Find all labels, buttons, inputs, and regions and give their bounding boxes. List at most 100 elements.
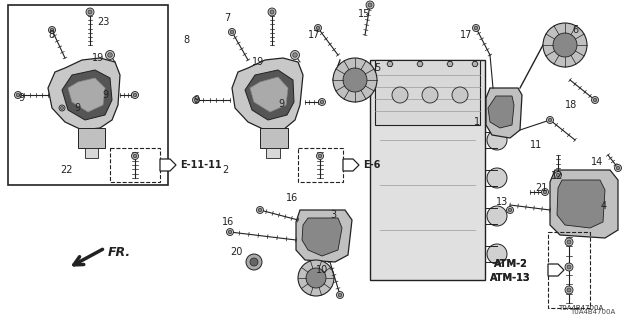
Circle shape (318, 154, 322, 158)
Text: 16: 16 (222, 217, 234, 227)
Polygon shape (160, 159, 176, 171)
Circle shape (487, 244, 507, 264)
Circle shape (16, 93, 20, 97)
Text: 7: 7 (224, 13, 230, 23)
Polygon shape (250, 77, 288, 112)
Text: ATM-13: ATM-13 (490, 273, 531, 283)
Circle shape (565, 238, 573, 246)
Circle shape (314, 25, 321, 31)
Text: 17: 17 (460, 30, 472, 40)
Text: T0A4B4700A: T0A4B4700A (558, 305, 604, 311)
Circle shape (543, 23, 587, 67)
Polygon shape (48, 58, 120, 130)
Circle shape (337, 292, 344, 299)
Circle shape (106, 51, 115, 60)
Circle shape (556, 173, 560, 177)
Polygon shape (447, 61, 453, 67)
Polygon shape (370, 60, 485, 280)
Text: 8: 8 (48, 30, 54, 40)
Text: 20: 20 (230, 247, 243, 257)
Circle shape (487, 168, 507, 188)
Text: 23: 23 (97, 17, 109, 27)
Circle shape (228, 28, 236, 36)
Circle shape (49, 27, 56, 34)
Circle shape (616, 166, 620, 170)
Circle shape (366, 1, 374, 9)
Polygon shape (266, 148, 280, 158)
Circle shape (250, 258, 258, 266)
Circle shape (291, 51, 300, 60)
Circle shape (51, 28, 54, 32)
Polygon shape (245, 70, 294, 120)
Text: 10: 10 (316, 265, 328, 275)
Polygon shape (417, 61, 423, 67)
Text: 16: 16 (286, 193, 298, 203)
Polygon shape (486, 88, 522, 138)
Circle shape (541, 188, 548, 196)
Text: FR.: FR. (108, 246, 131, 260)
Circle shape (487, 130, 507, 150)
Text: 12: 12 (551, 171, 563, 181)
Circle shape (257, 206, 264, 213)
Polygon shape (85, 148, 98, 158)
Circle shape (452, 87, 468, 103)
Circle shape (422, 87, 438, 103)
Polygon shape (488, 96, 514, 128)
Bar (110, 148, 160, 182)
Text: 13: 13 (496, 197, 508, 207)
Text: ATM-2: ATM-2 (494, 259, 528, 269)
Text: T0A4B4700A: T0A4B4700A (570, 309, 615, 315)
Text: 8: 8 (183, 35, 189, 45)
Circle shape (133, 154, 137, 158)
Circle shape (59, 105, 65, 111)
Text: 14: 14 (591, 157, 604, 167)
Circle shape (554, 172, 561, 179)
Text: 4: 4 (601, 201, 607, 211)
Polygon shape (296, 210, 352, 262)
Text: E-6: E-6 (363, 160, 380, 170)
Circle shape (268, 8, 276, 16)
Polygon shape (472, 61, 478, 67)
Circle shape (195, 98, 198, 102)
Text: 5: 5 (374, 63, 380, 73)
Circle shape (548, 118, 552, 122)
Circle shape (591, 97, 598, 103)
Polygon shape (302, 218, 342, 256)
Polygon shape (343, 159, 359, 171)
Circle shape (133, 93, 137, 97)
Text: ATM-13: ATM-13 (490, 273, 531, 283)
Text: 22: 22 (60, 165, 72, 175)
Circle shape (320, 100, 324, 104)
Circle shape (298, 260, 334, 296)
Circle shape (508, 208, 512, 212)
Text: 19: 19 (252, 57, 264, 67)
Circle shape (565, 286, 573, 294)
Circle shape (193, 97, 200, 103)
Circle shape (306, 268, 326, 288)
Circle shape (131, 153, 138, 159)
Circle shape (61, 107, 63, 109)
Circle shape (333, 58, 377, 102)
Text: 17: 17 (308, 30, 321, 40)
Circle shape (547, 116, 554, 124)
Text: 15: 15 (358, 9, 371, 19)
Circle shape (567, 288, 571, 292)
Text: 9: 9 (278, 99, 284, 109)
Text: 9: 9 (74, 103, 80, 113)
Bar (298, 148, 343, 182)
Circle shape (343, 68, 367, 92)
Circle shape (316, 26, 320, 30)
Circle shape (593, 98, 596, 102)
Text: 19: 19 (92, 53, 104, 63)
Polygon shape (78, 128, 105, 148)
Polygon shape (375, 60, 480, 125)
Text: 9: 9 (193, 95, 199, 105)
Circle shape (567, 240, 571, 244)
Circle shape (317, 153, 323, 159)
Circle shape (567, 265, 571, 269)
Circle shape (368, 3, 372, 7)
Circle shape (506, 206, 513, 213)
Circle shape (472, 25, 479, 31)
Polygon shape (260, 128, 288, 148)
Text: 11: 11 (530, 140, 542, 150)
